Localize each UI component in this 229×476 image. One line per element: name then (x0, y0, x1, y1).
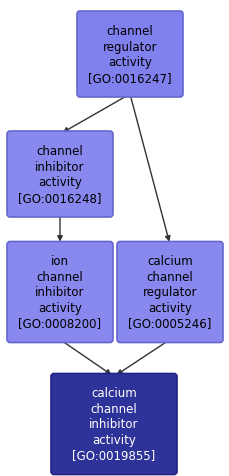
FancyBboxPatch shape (77, 12, 183, 98)
FancyBboxPatch shape (117, 242, 223, 343)
Text: ion
channel
inhibitor
activity
[GO:0008200]: ion channel inhibitor activity [GO:00082… (19, 255, 102, 330)
Text: calcium
channel
regulator
activity
[GO:0005246]: calcium channel regulator activity [GO:0… (128, 255, 212, 330)
Text: calcium
channel
inhibitor
activity
[GO:0019855]: calcium channel inhibitor activity [GO:0… (72, 387, 156, 462)
FancyBboxPatch shape (51, 374, 177, 475)
Text: channel
regulator
activity
[GO:0016247]: channel regulator activity [GO:0016247] (88, 25, 172, 85)
Text: channel
inhibitor
activity
[GO:0016248]: channel inhibitor activity [GO:0016248] (18, 145, 102, 204)
FancyBboxPatch shape (7, 242, 113, 343)
FancyBboxPatch shape (7, 132, 113, 218)
